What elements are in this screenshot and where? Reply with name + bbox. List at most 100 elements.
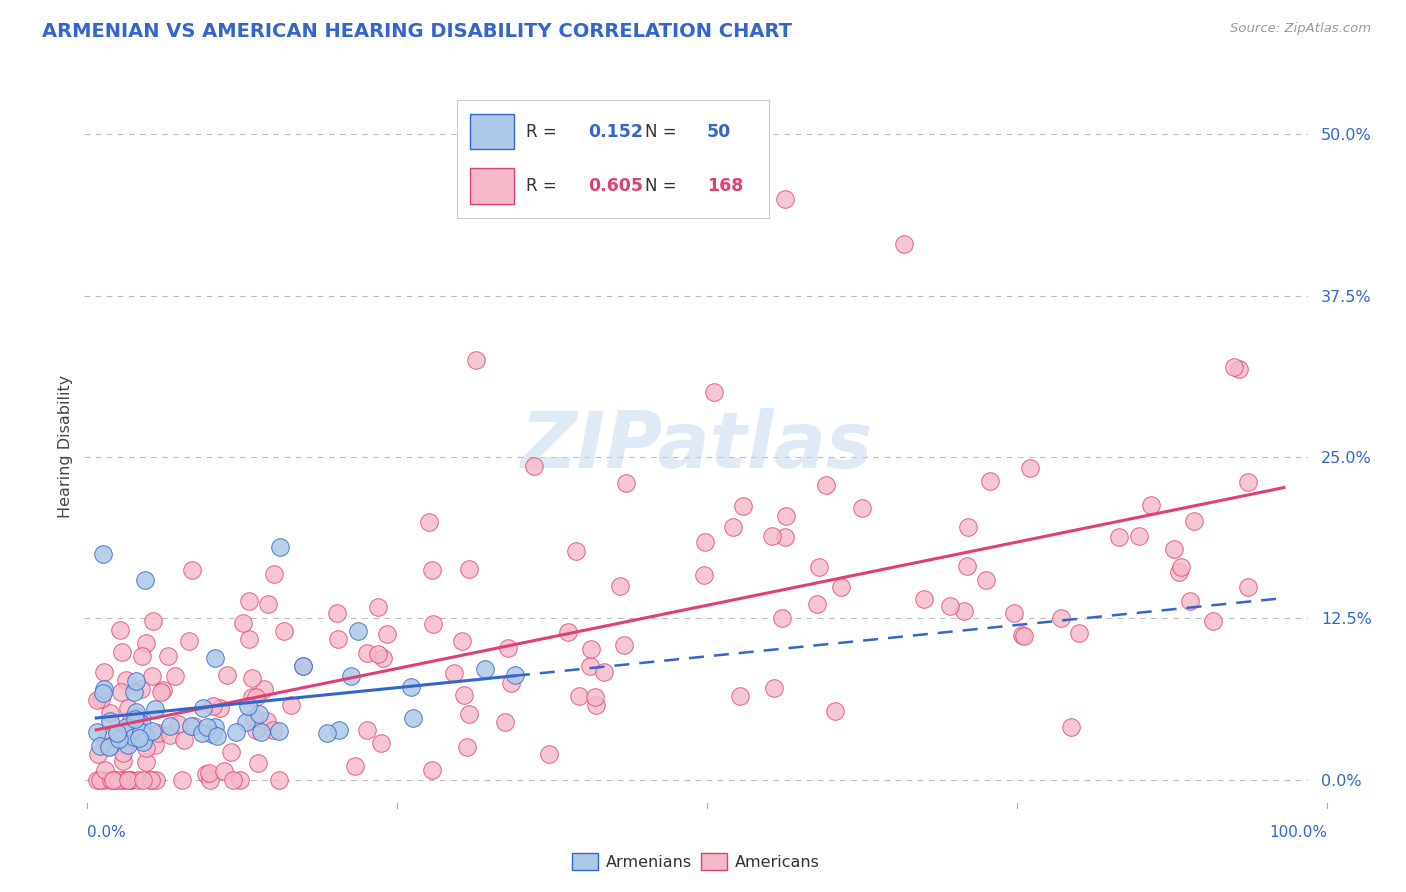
Point xyxy=(141,669,163,683)
Point xyxy=(1236,475,1258,489)
Point xyxy=(499,676,522,690)
Text: Source: ZipAtlas.com: Source: ZipAtlas.com xyxy=(1230,22,1371,36)
Point xyxy=(1050,611,1073,625)
Point xyxy=(127,709,149,723)
Point xyxy=(98,739,121,753)
Point xyxy=(273,624,295,638)
Point xyxy=(148,726,170,740)
Point xyxy=(229,772,252,787)
Point xyxy=(94,733,117,747)
Point xyxy=(219,745,242,759)
Point xyxy=(565,544,588,558)
Point xyxy=(974,573,997,587)
Point xyxy=(1223,359,1246,374)
Point xyxy=(94,764,117,778)
Point xyxy=(585,698,607,712)
Point xyxy=(145,772,167,787)
Point xyxy=(159,729,181,743)
Point xyxy=(523,458,546,473)
Point xyxy=(112,754,135,768)
Point xyxy=(139,772,162,787)
Point xyxy=(183,719,205,733)
Point xyxy=(494,715,516,730)
Point xyxy=(723,520,745,534)
Point xyxy=(496,641,519,656)
Point xyxy=(114,737,136,751)
Point xyxy=(170,772,193,787)
Point xyxy=(127,772,149,787)
Point xyxy=(134,729,156,743)
Point xyxy=(180,719,202,733)
Point xyxy=(103,772,125,787)
Point xyxy=(101,772,124,787)
Point xyxy=(205,729,228,743)
Point xyxy=(215,668,238,682)
Point xyxy=(135,636,157,650)
Point xyxy=(129,724,152,739)
Point xyxy=(120,772,142,787)
Point xyxy=(202,699,225,714)
Point xyxy=(593,665,616,680)
Point xyxy=(955,558,977,573)
Point xyxy=(166,717,188,731)
Point xyxy=(90,692,112,706)
Point xyxy=(107,772,129,787)
Point xyxy=(111,772,134,787)
Point xyxy=(269,541,291,555)
Point xyxy=(122,685,145,699)
Point xyxy=(1227,362,1250,376)
Point xyxy=(418,515,440,529)
Point xyxy=(262,723,284,737)
Point xyxy=(695,534,717,549)
Point xyxy=(263,567,285,582)
Point xyxy=(105,726,128,740)
Text: ARMENIAN VS AMERICAN HEARING DISABILITY CORRELATION CHART: ARMENIAN VS AMERICAN HEARING DISABILITY … xyxy=(42,22,792,41)
Point xyxy=(1163,541,1185,556)
Point xyxy=(249,725,271,739)
Point xyxy=(693,568,716,582)
Point xyxy=(703,385,725,400)
Point xyxy=(157,648,180,663)
Point xyxy=(222,772,245,787)
Point xyxy=(851,500,873,515)
Point xyxy=(773,530,796,544)
Point xyxy=(238,698,260,713)
Point xyxy=(1002,607,1025,621)
Point xyxy=(246,756,269,770)
Point xyxy=(399,680,422,694)
Point xyxy=(939,599,962,614)
Point xyxy=(243,711,266,725)
Point xyxy=(824,704,846,718)
Point xyxy=(131,717,153,731)
Text: 0.0%: 0.0% xyxy=(87,825,127,840)
Point xyxy=(503,668,526,682)
Point xyxy=(204,720,226,734)
Point xyxy=(191,725,214,739)
Point xyxy=(346,624,368,639)
Point xyxy=(1202,614,1225,628)
Y-axis label: Hearing Disability: Hearing Disability xyxy=(58,375,73,517)
Point xyxy=(422,617,444,632)
Point xyxy=(1011,628,1033,642)
Text: ZIPatlas: ZIPatlas xyxy=(520,408,872,484)
Point xyxy=(1128,529,1150,543)
Point xyxy=(91,686,114,700)
Point xyxy=(145,702,167,716)
Point xyxy=(163,669,186,683)
Point xyxy=(474,662,496,676)
Point xyxy=(238,594,260,608)
Point xyxy=(340,669,363,683)
Point xyxy=(356,646,378,660)
Point xyxy=(356,723,378,738)
Point xyxy=(141,615,163,629)
Point xyxy=(568,690,591,704)
Point xyxy=(953,604,976,618)
Point xyxy=(458,706,481,721)
Point xyxy=(1170,560,1192,574)
Point xyxy=(125,718,148,732)
Point xyxy=(129,682,152,697)
Point xyxy=(240,690,263,704)
Point xyxy=(912,592,935,607)
Point xyxy=(107,732,129,747)
Point xyxy=(245,690,267,705)
